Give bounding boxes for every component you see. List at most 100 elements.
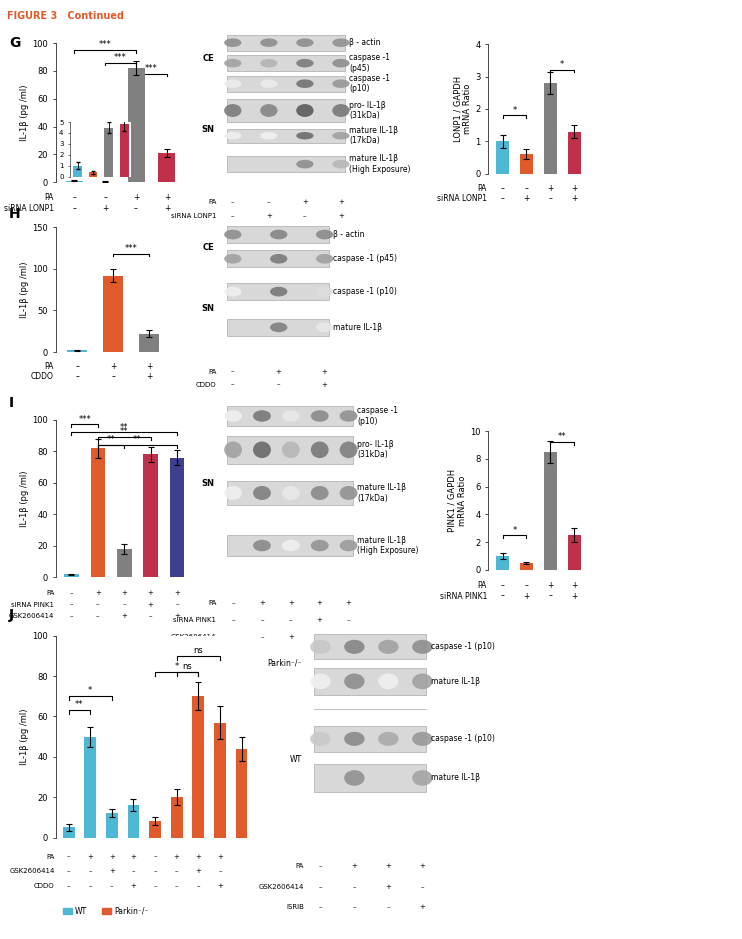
Y-axis label: IL-1β (pg /ml): IL-1β (pg /ml) <box>21 261 30 318</box>
Bar <box>227 35 345 51</box>
Text: siRNA LONP1: siRNA LONP1 <box>171 213 217 219</box>
Text: +: + <box>122 590 127 596</box>
Text: –: – <box>75 362 79 371</box>
Bar <box>227 481 352 505</box>
Text: CE: CE <box>203 54 214 63</box>
Ellipse shape <box>253 410 271 422</box>
Text: mature IL-1β
(High Exposure): mature IL-1β (High Exposure) <box>357 536 418 555</box>
Text: –: – <box>347 617 350 623</box>
Text: I: I <box>9 396 14 410</box>
Bar <box>227 129 345 143</box>
Ellipse shape <box>224 132 241 140</box>
Ellipse shape <box>253 441 271 458</box>
Bar <box>62 827 74 838</box>
Text: –: – <box>154 884 157 889</box>
Text: siRNA LONP1: siRNA LONP1 <box>4 204 54 213</box>
Text: –: – <box>67 854 70 860</box>
Ellipse shape <box>311 540 329 551</box>
Ellipse shape <box>260 104 278 117</box>
Text: –: – <box>231 381 234 388</box>
Text: +: + <box>346 634 352 639</box>
Text: siRNA LONP1: siRNA LONP1 <box>437 193 487 203</box>
Text: ISRIB: ISRIB <box>286 904 304 911</box>
Text: –: – <box>231 213 234 219</box>
Text: mature IL-1β
(High Exposure): mature IL-1β (High Exposure) <box>349 154 410 174</box>
Text: mature IL-1β
(17kDa): mature IL-1β (17kDa) <box>357 484 406 502</box>
Text: ***: *** <box>114 53 127 62</box>
Ellipse shape <box>332 59 349 68</box>
Ellipse shape <box>270 322 287 332</box>
Text: –: – <box>154 854 157 860</box>
Text: **: ** <box>75 700 84 709</box>
Text: PA: PA <box>46 854 55 860</box>
Text: –: – <box>96 602 99 608</box>
Text: +: + <box>419 904 425 911</box>
Y-axis label: PINK1 / GAPDH
mRNA Ratio: PINK1 / GAPDH mRNA Ratio <box>448 469 467 532</box>
Text: –: – <box>70 590 73 596</box>
Text: ***: *** <box>99 40 111 50</box>
Ellipse shape <box>260 38 278 47</box>
Bar <box>91 448 105 577</box>
Text: +: + <box>259 600 265 606</box>
Text: +: + <box>571 184 577 193</box>
Text: +: + <box>195 869 201 874</box>
Text: +: + <box>131 884 137 889</box>
Text: –: – <box>232 617 235 623</box>
Text: –: – <box>501 193 505 203</box>
Text: +: + <box>110 362 116 371</box>
Y-axis label: IL-1β (pg /ml): IL-1β (pg /ml) <box>21 470 30 527</box>
Ellipse shape <box>282 486 300 500</box>
Text: –: – <box>110 884 114 889</box>
Text: –: – <box>88 884 92 889</box>
Text: +: + <box>266 213 272 219</box>
Text: **: ** <box>134 435 142 444</box>
Ellipse shape <box>224 230 241 239</box>
Text: +: + <box>385 863 391 870</box>
Bar <box>236 748 248 838</box>
Text: GSK2606414: GSK2606414 <box>259 884 304 890</box>
Text: caspase -1 (p10): caspase -1 (p10) <box>332 287 397 296</box>
Ellipse shape <box>224 410 242 422</box>
Text: +: + <box>109 869 115 874</box>
Ellipse shape <box>224 38 241 47</box>
Text: GSK2606414: GSK2606414 <box>9 869 55 874</box>
Text: –: – <box>96 613 99 619</box>
Text: PA: PA <box>478 581 487 590</box>
Bar <box>73 165 82 177</box>
Text: –: – <box>352 904 356 911</box>
Ellipse shape <box>316 286 333 297</box>
Ellipse shape <box>270 230 287 239</box>
Text: +: + <box>131 854 137 860</box>
Text: PA: PA <box>45 193 54 202</box>
Bar <box>227 76 345 92</box>
Text: pro- IL-1β
(31kDa): pro- IL-1β (31kDa) <box>349 100 386 120</box>
Text: –: – <box>122 602 126 608</box>
Text: *: * <box>174 662 179 671</box>
Text: –: – <box>260 634 263 639</box>
Text: –: – <box>232 634 235 639</box>
Text: caspase -1
(p10): caspase -1 (p10) <box>357 407 398 425</box>
Text: +: + <box>148 590 154 596</box>
Text: *: * <box>512 526 516 534</box>
Text: SN: SN <box>201 125 214 134</box>
Ellipse shape <box>260 59 278 68</box>
Bar <box>544 452 556 570</box>
Ellipse shape <box>224 104 241 117</box>
Bar <box>192 696 204 838</box>
Ellipse shape <box>344 639 364 654</box>
Bar <box>128 69 145 182</box>
Text: G: G <box>9 36 20 50</box>
Bar <box>227 535 352 556</box>
Ellipse shape <box>270 254 287 264</box>
Ellipse shape <box>332 160 349 168</box>
Text: PA: PA <box>478 184 487 193</box>
Bar <box>568 535 581 570</box>
Ellipse shape <box>344 770 364 786</box>
Ellipse shape <box>282 540 300 551</box>
Text: ***: *** <box>125 244 137 254</box>
Text: CE: CE <box>203 243 214 252</box>
Text: –: – <box>134 204 138 213</box>
Ellipse shape <box>296 104 314 117</box>
Bar <box>315 668 427 695</box>
Text: +: + <box>352 863 358 870</box>
